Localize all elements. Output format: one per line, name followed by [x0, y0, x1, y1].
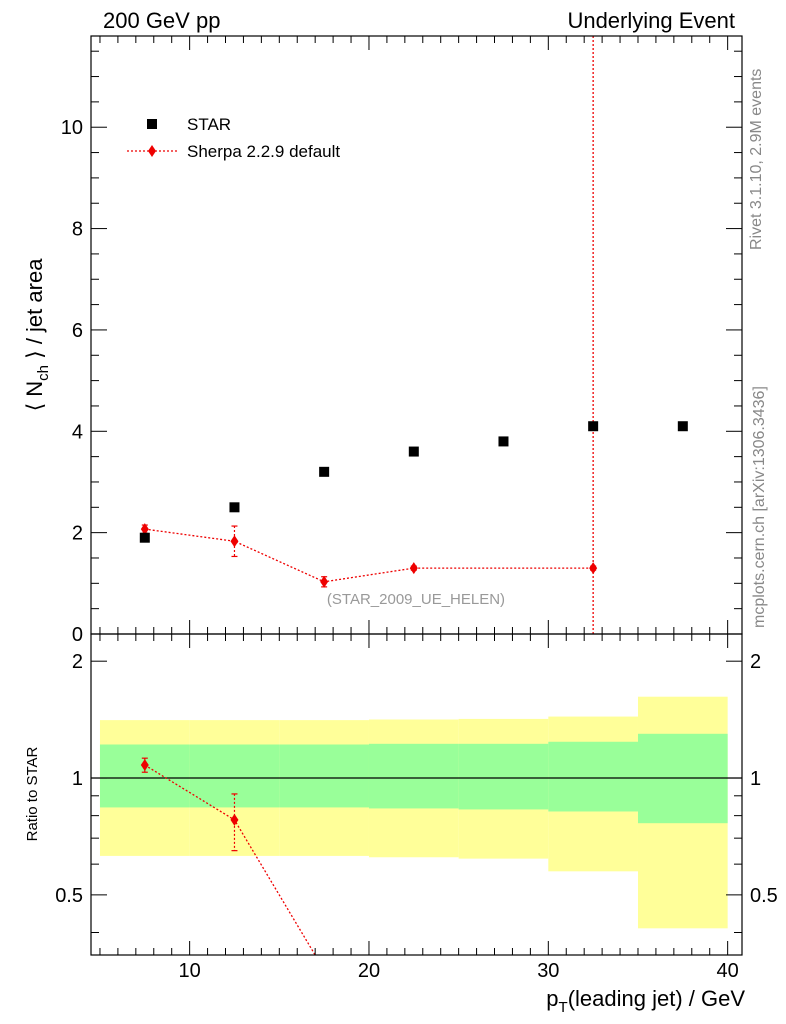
band-inner-3 — [368, 743, 459, 809]
main-panel: 0 2 4 6 8 10 (STAR_2009_UE_HELEN) ⟨ Nch ⟩ / j… — [22, 35, 743, 646]
ratio-ytick-label-left-0.5: 0.5 — [55, 885, 83, 907]
mc-point-4 — [589, 562, 598, 575]
mc-point-0 — [140, 523, 149, 536]
ratio-y-axis-label: Ratio to STAR — [24, 746, 41, 841]
ratio-mc-point-0 — [140, 759, 149, 772]
ratio-ytick-label-left-2: 2 — [72, 651, 83, 673]
ratio-ytick-label-right-0.5: 0.5 — [750, 885, 778, 907]
ratio-marks — [91, 696, 742, 955]
mc-series-line — [144, 528, 594, 583]
ratio-ytick-label-right-1: 1 — [750, 768, 761, 790]
main-marks — [139, 36, 688, 634]
data-point-6 — [677, 421, 688, 432]
legend: STAR Sherpa 2.2.9 default — [127, 115, 340, 161]
main-y-axis-label: ⟨ Nch ⟩ / jet area — [22, 258, 52, 412]
rivet-info-label: Rivet 3.1.10, 2.9M events — [748, 69, 765, 250]
band-inner-2 — [279, 744, 369, 808]
ratio-panel: 10 20 30 40 0.5 0.5 1 1 2 2 Ratio to STAR pT(lead… — [24, 633, 778, 1016]
data-point-1 — [229, 502, 240, 513]
mc-point-1 — [230, 535, 239, 548]
svg-text:⟨ Nch ⟩ / jet area: ⟨ Nch ⟩ / jet area — [22, 258, 52, 412]
main-ytick-label-8: 8 — [72, 219, 83, 241]
band-inner-0 — [99, 744, 190, 808]
mc-point-3 — [409, 562, 418, 575]
data-point-2 — [319, 466, 330, 477]
ratio-xtick-label-40: 40 — [717, 960, 739, 982]
legend-marker-star — [147, 119, 157, 129]
ratio-frame — [90, 633, 743, 956]
header-right-label: Underlying Event — [567, 8, 735, 33]
main-ytick-label-10: 10 — [61, 117, 83, 139]
main-ticks: 0 2 4 6 8 10 — [61, 36, 742, 646]
legend-label-sherpa: Sherpa 2.2.9 default — [187, 142, 340, 161]
band-inner-1 — [189, 744, 280, 808]
data-point-5 — [588, 421, 599, 432]
data-point-4 — [498, 436, 509, 447]
main-ytick-label-4: 4 — [72, 421, 83, 443]
band-inner-5 — [548, 741, 638, 812]
header-left-label: 200 GeV pp — [103, 8, 220, 33]
main-ytick-label-6: 6 — [72, 320, 83, 342]
band-inner-4 — [458, 743, 549, 810]
ratio-xtick-label-30: 30 — [537, 960, 559, 982]
mc-point-2 — [320, 575, 329, 588]
main-ytick-label-2: 2 — [72, 523, 83, 545]
ratio-mc-point-1 — [230, 813, 239, 826]
ratio-ticks: 10 20 30 40 0.5 0.5 1 1 2 2 — [55, 634, 778, 982]
legend-marker-sherpa — [148, 145, 156, 157]
data-point-0 — [139, 532, 150, 543]
x-axis-label: pT(leading jet) / GeV — [546, 986, 745, 1016]
source-info-label: mcplots.cern.ch [arXiv:1306.3436] — [751, 386, 768, 628]
ratio-ytick-label-left-1: 1 — [72, 768, 83, 790]
ratio-xtick-label-20: 20 — [358, 960, 380, 982]
ratio-ytick-label-right-2: 2 — [750, 651, 761, 673]
ratio-xtick-label-10: 10 — [179, 960, 201, 982]
legend-label-star: STAR — [187, 115, 231, 134]
data-point-3 — [408, 446, 419, 457]
main-ytick-label-0: 0 — [72, 624, 83, 646]
analysis-label: (STAR_2009_UE_HELEN) — [327, 591, 505, 608]
